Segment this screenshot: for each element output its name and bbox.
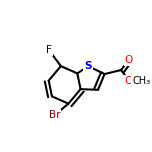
Text: F: F [46, 45, 52, 55]
Text: S: S [84, 61, 92, 71]
Text: Br: Br [48, 111, 60, 121]
Text: O: O [125, 55, 133, 65]
Text: O: O [125, 76, 133, 86]
Text: CH₃: CH₃ [132, 76, 150, 86]
